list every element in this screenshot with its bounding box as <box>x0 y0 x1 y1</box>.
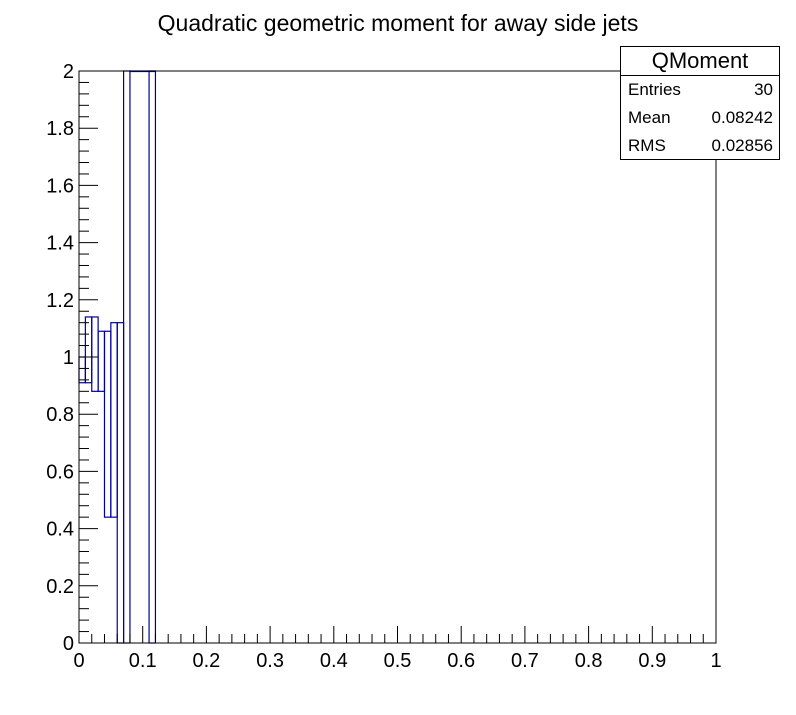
stats-entries-row: Entries 30 <box>621 76 779 104</box>
y-tick-label: 1 <box>63 347 74 369</box>
axis-ticks <box>78 70 717 644</box>
y-tick-label: 0.8 <box>46 404 74 426</box>
histogram-bin-7 <box>122 70 131 644</box>
y-tick-label: 0.2 <box>46 576 74 598</box>
stats-rms-value: 0.02856 <box>711 136 773 155</box>
histogram-bin-9 <box>148 70 157 644</box>
y-tick-label: 1.6 <box>46 175 74 197</box>
stats-mean-value: 0.08242 <box>711 108 773 127</box>
histogram-bin-6 <box>116 322 125 644</box>
x-tick-label: 0.5 <box>384 650 412 672</box>
x-tick-label: 0.2 <box>192 650 220 672</box>
y-tick-label: 0 <box>63 633 74 655</box>
x-tick-label: 0.3 <box>256 650 284 672</box>
histogram-bin-1 <box>84 316 93 384</box>
x-tick-label: 1 <box>710 650 721 672</box>
y-tick-label: 0.4 <box>46 519 74 541</box>
histogram-bin-0 <box>78 356 86 384</box>
x-tick-label: 0 <box>73 650 84 672</box>
x-tick-label: 0.4 <box>320 650 348 672</box>
histogram-bin-4 <box>103 330 112 518</box>
stats-rms-row: RMS 0.02856 <box>621 132 779 160</box>
stats-mean-row: Mean 0.08242 <box>621 104 779 132</box>
x-tick-label: 0.1 <box>129 650 157 672</box>
x-tick-label: 0.8 <box>575 650 603 672</box>
axis-tick-labels: 0 0.1 0.2 0.3 0.4 0.5 0.6 0.7 0.8 0.9 1 0 0.2 0.4 0.6 0… <box>46 61 721 672</box>
y-tick-label: 1.2 <box>46 290 74 312</box>
x-tick-label: 0.6 <box>447 650 475 672</box>
histogram-bin-5 <box>110 322 118 518</box>
stats-rms-label: RMS <box>628 136 666 155</box>
chart-title: Quadratic geometric moment for away side… <box>157 10 639 36</box>
stats-entries-label: Entries <box>628 80 681 99</box>
histogram-bin-3 <box>97 330 106 392</box>
x-tick-label: 0.7 <box>511 650 539 672</box>
plot-frame <box>78 70 717 644</box>
y-tick-label: 1.8 <box>46 118 74 140</box>
stats-mean-label: Mean <box>628 108 671 127</box>
stats-box: QMoment Entries 30 Mean 0.08242 RMS 0.02… <box>620 46 780 160</box>
histogram-bin-2 <box>91 316 99 392</box>
stats-entries-value: 30 <box>754 80 773 99</box>
y-tick-label: 0.6 <box>46 461 74 483</box>
stats-box-title: QMoment <box>621 47 779 76</box>
y-tick-label: 2 <box>63 61 74 83</box>
y-tick-label: 1.4 <box>46 233 74 255</box>
x-tick-label: 0.9 <box>638 650 666 672</box>
